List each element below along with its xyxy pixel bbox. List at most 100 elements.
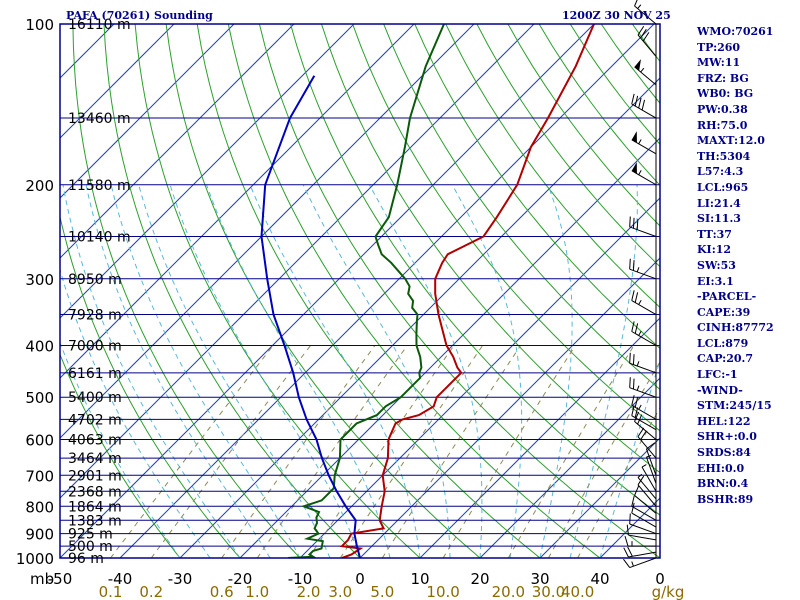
moist-adiabat-line xyxy=(539,184,573,558)
barb-half-flag xyxy=(637,4,642,9)
index-item: WMO:70261 xyxy=(697,25,774,38)
barb-flag xyxy=(632,217,635,229)
barb-flag xyxy=(634,292,639,303)
barb-staff xyxy=(628,534,657,541)
barb-flag xyxy=(634,95,639,107)
temperature-tick-label: 20 xyxy=(470,570,489,588)
height-label: 13460 m xyxy=(68,111,131,127)
barb-staff xyxy=(631,404,657,420)
temperature-tick-label: 40 xyxy=(590,570,609,588)
moist-adiabat-line xyxy=(249,184,421,558)
mixing-ratio-label: 1.0 xyxy=(245,583,269,600)
barb-staff xyxy=(634,495,657,514)
wind-barb xyxy=(631,502,657,528)
wind-barb xyxy=(634,0,657,25)
mixing-ratio-line xyxy=(547,360,660,558)
wind-barb xyxy=(629,216,657,237)
barb-staff xyxy=(641,466,657,492)
isotherm-line xyxy=(60,24,415,379)
barb-flag xyxy=(637,427,645,437)
barb-staff xyxy=(637,34,657,57)
wind-barb xyxy=(631,395,657,420)
barb-staff xyxy=(637,436,657,459)
barb-flag xyxy=(632,378,635,390)
mixing-ratio-line xyxy=(221,345,376,558)
barb-pennant xyxy=(631,131,637,143)
index-item: SW:53 xyxy=(697,258,736,272)
sounding-time: 1200Z 30 NOV 25 xyxy=(562,9,671,22)
index-item: KI:12 xyxy=(697,243,732,257)
barb-staff xyxy=(628,551,657,558)
height-label: 7928 m xyxy=(68,308,122,324)
index-item: TT:37 xyxy=(697,227,732,241)
isotherm-line xyxy=(60,24,535,499)
barb-flag xyxy=(632,260,635,271)
height-label: 1383 m xyxy=(68,513,122,529)
mixing-ratio-label: 0.1 xyxy=(99,583,123,600)
barb-staff xyxy=(629,387,657,398)
barb-half-flag xyxy=(631,561,634,567)
dry-adiabat-line xyxy=(196,24,541,558)
mixing-ratio-line xyxy=(507,345,635,558)
wind-barb xyxy=(641,464,657,492)
barb-flag xyxy=(624,535,629,547)
height-label: 2368 m xyxy=(68,484,122,500)
isotherm-line xyxy=(60,24,175,139)
wind-barb xyxy=(629,258,657,280)
wind-barb xyxy=(626,524,657,541)
moist-adiabat-line xyxy=(569,184,638,558)
barb-half-flag xyxy=(637,473,643,478)
wind-barb xyxy=(637,473,657,500)
index-item: BSHR:89 xyxy=(697,492,754,506)
barb-staff xyxy=(631,331,657,346)
plot-frame xyxy=(59,23,661,559)
barb-staff xyxy=(629,362,657,374)
barb-flag xyxy=(631,405,635,416)
moist-adiabat-line xyxy=(85,184,271,558)
barb-flag xyxy=(629,258,631,270)
mixing-ratio-label: 2.0 xyxy=(297,583,321,600)
barb-staff xyxy=(629,226,657,237)
height-label: 2901 m xyxy=(68,468,122,484)
isotherm-line xyxy=(60,24,595,558)
barb-staff xyxy=(629,523,657,535)
index-item: -PARCEL- xyxy=(697,290,757,304)
barb-staff xyxy=(634,5,657,25)
barb-half-flag xyxy=(638,170,642,176)
mixing-ratio-label: 20.0 xyxy=(492,583,525,600)
barb-flag xyxy=(631,496,635,507)
barb-flag xyxy=(631,93,635,105)
wind-barb xyxy=(624,535,656,547)
pressure-tick-label: 600 xyxy=(25,432,54,450)
index-item: SHR+:0.0 xyxy=(697,430,757,444)
height-label: 500 m xyxy=(68,539,113,555)
height-label: 96 m xyxy=(68,551,104,567)
height-label: 4063 m xyxy=(68,433,122,449)
moist-adiabat-line xyxy=(62,184,241,558)
temperature-tick-label: 30 xyxy=(530,570,549,588)
mixing-ratio-line xyxy=(339,345,484,558)
barb-staff xyxy=(629,557,657,569)
barb-staff xyxy=(631,300,657,315)
mixing-ratio-label: 5.0 xyxy=(370,583,394,600)
pressure-tick-label: 500 xyxy=(25,389,54,407)
barb-half-flag xyxy=(636,267,640,273)
corner-zero-label: 0 xyxy=(655,570,665,588)
isotherm-line xyxy=(479,377,660,558)
temperature-profile xyxy=(339,24,595,558)
station-title: PAFA (70261) Sounding xyxy=(66,9,213,22)
moist-adiabat-line xyxy=(110,184,301,558)
barb-flag xyxy=(623,547,629,558)
index-item: SI:11.3 xyxy=(697,212,741,226)
isotherm-line xyxy=(359,257,660,558)
wind-barb xyxy=(637,427,657,459)
wind-barb xyxy=(631,131,657,155)
wind-barb xyxy=(629,513,657,535)
wind-barb xyxy=(634,411,657,440)
mixing-ratio-line xyxy=(308,345,455,558)
mixing-ratio-unit: g/kg xyxy=(652,583,685,600)
mixing-ratio-label: 10.0 xyxy=(426,583,459,600)
barb-flag xyxy=(634,397,639,408)
barb-flag xyxy=(637,414,643,425)
height-label: 7000 m xyxy=(68,339,122,355)
